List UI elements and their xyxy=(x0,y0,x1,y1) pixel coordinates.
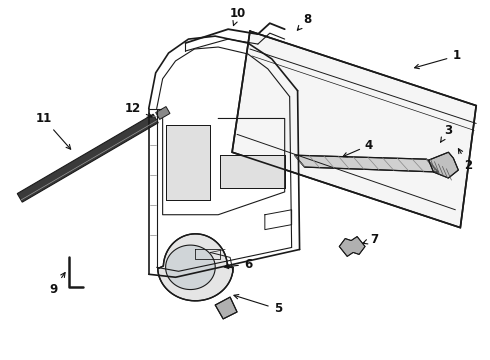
Text: 6: 6 xyxy=(224,258,252,271)
Polygon shape xyxy=(429,152,458,178)
Text: 10: 10 xyxy=(230,7,246,26)
Polygon shape xyxy=(215,297,237,319)
Bar xyxy=(156,107,170,120)
Polygon shape xyxy=(166,125,210,200)
Text: 9: 9 xyxy=(49,273,65,296)
Polygon shape xyxy=(220,155,285,188)
Polygon shape xyxy=(339,237,365,256)
Text: 8: 8 xyxy=(297,13,312,30)
Text: 7: 7 xyxy=(363,233,378,246)
Polygon shape xyxy=(17,114,158,202)
Text: 1: 1 xyxy=(415,49,461,69)
Text: 2: 2 xyxy=(459,149,472,172)
Polygon shape xyxy=(158,234,233,301)
Text: 12: 12 xyxy=(125,102,152,117)
Text: 5: 5 xyxy=(234,294,282,315)
Text: 3: 3 xyxy=(441,124,452,142)
Polygon shape xyxy=(166,245,215,289)
Polygon shape xyxy=(232,31,476,228)
Polygon shape xyxy=(294,155,439,172)
Text: 11: 11 xyxy=(35,112,71,149)
Text: 4: 4 xyxy=(343,139,373,157)
